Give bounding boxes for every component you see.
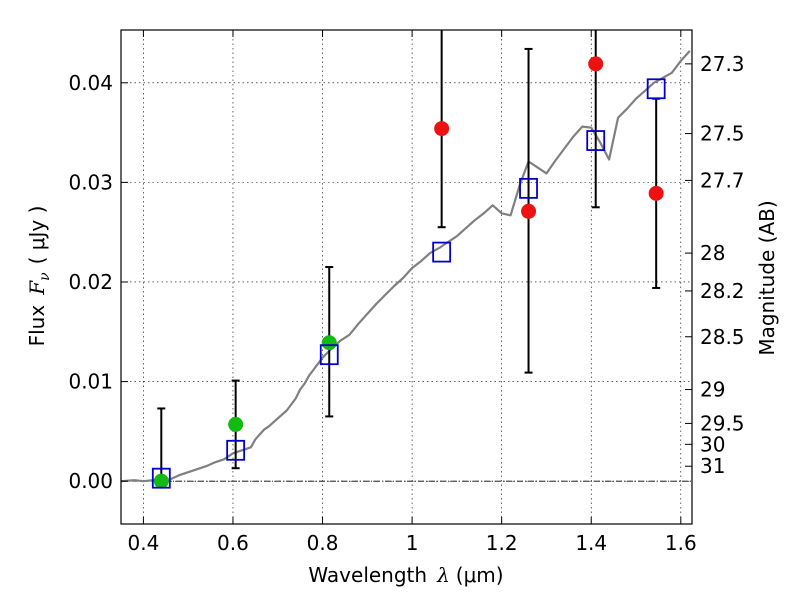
x-tick-labels: 0.4 0.6 0.8 1 1.2 1.4 1.6: [127, 531, 696, 555]
nir-point: [588, 56, 604, 72]
y-axis-title: FluxFν( μJy ): [25, 206, 53, 347]
magnitude-tick-label: 27.7: [700, 168, 745, 192]
y2-axis-title: Magnitude (AB): [755, 200, 779, 355]
model-band-square: [151, 467, 171, 489]
magnitude-tick-label: 28.2: [700, 279, 745, 303]
nir-points: [434, 56, 664, 219]
magnitude-tick-label: 30: [700, 432, 725, 456]
x-axis-title: Wavelength λ (μm): [308, 563, 503, 587]
nir-point: [521, 203, 537, 219]
x-tick-label: 0.4: [127, 531, 159, 555]
magnitude-tick-label: 28: [700, 241, 725, 265]
model-band-square: [586, 130, 606, 151]
y-tick-label: 0.02: [68, 270, 113, 294]
grid-lines: [121, 30, 692, 524]
detection-points: [153, 335, 337, 489]
magnitude-tick-label: 28.5: [700, 325, 745, 349]
y-tick-label: 0.00: [68, 469, 113, 493]
x-tick-label: 0.6: [217, 531, 249, 555]
nir-point: [648, 185, 664, 201]
magnitude-tick-label: 29: [700, 378, 725, 402]
model-band-square: [432, 241, 452, 263]
magnitude-tick-label: 27.3: [700, 52, 745, 76]
x-tick-label: 1.6: [665, 531, 697, 555]
model-band-square: [319, 344, 339, 366]
x-tick-label: 1.2: [486, 531, 518, 555]
model-band-square: [226, 439, 246, 461]
plot-frame: [120, 29, 693, 525]
y-tick-label: 0.04: [68, 71, 113, 95]
detection-point: [321, 335, 337, 351]
magnitude-tick-label: 31: [700, 454, 725, 478]
y-tick-labels: 0.00 0.01 0.02 0.03 0.04: [68, 71, 113, 493]
y-tick-label: 0.03: [68, 170, 113, 194]
nir-point: [434, 121, 450, 137]
x-tick-label: 1.4: [575, 531, 607, 555]
model-band-square: [519, 177, 538, 199]
model-band-points: [151, 78, 666, 489]
x-tick-label: 1: [406, 531, 419, 555]
model-band-square: [646, 78, 666, 100]
axis-ticks: [121, 30, 692, 524]
y-tick-label: 0.01: [68, 370, 113, 394]
detection-point: [228, 416, 244, 432]
magnitude-tick-label: 29.5: [700, 411, 745, 435]
magnitude-tick-label: 27.5: [700, 122, 745, 146]
model-spectrum-line: [120, 50, 691, 483]
detection-point: [153, 473, 169, 489]
x-tick-label: 0.8: [307, 531, 339, 555]
